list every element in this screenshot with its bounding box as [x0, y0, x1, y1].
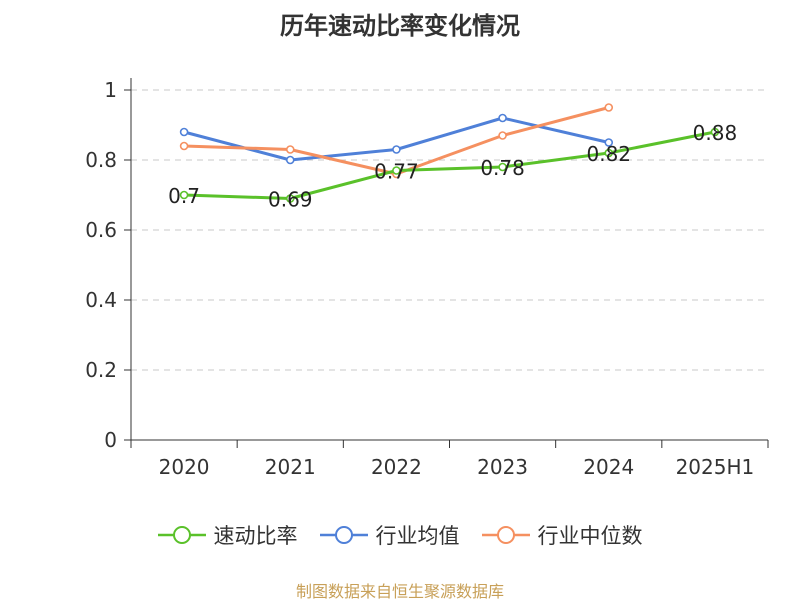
data-point — [179, 127, 189, 137]
legend-line-icon — [157, 526, 206, 544]
data-label: 0.69 — [268, 188, 313, 212]
data-label: 0.7 — [168, 184, 200, 208]
y-tick-label: 1 — [104, 78, 117, 102]
data-point — [710, 127, 720, 137]
legend-item: 行业中位数 — [481, 520, 643, 550]
data-point — [285, 155, 295, 165]
data-point — [179, 141, 189, 151]
chart-legend: 速动比率 行业均值 行业中位数 — [0, 520, 800, 550]
data-point — [498, 113, 507, 123]
data-label: 0.77 — [374, 160, 419, 184]
y-tick-label: 0.4 — [85, 288, 117, 312]
data-label: 0.88 — [693, 121, 738, 145]
legend-item: 行业均值 — [319, 520, 460, 550]
data-point — [285, 145, 295, 154]
data-point — [179, 190, 189, 200]
data-point — [285, 194, 295, 203]
y-tick-label: 0.8 — [85, 148, 117, 172]
data-point — [604, 103, 614, 112]
legend-label: 行业中位数 — [537, 524, 643, 548]
legend-label: 行业均值 — [375, 524, 460, 548]
legend-item: 速动比率 — [157, 520, 298, 550]
data-point — [604, 148, 614, 158]
legend-label: 速动比率 — [213, 524, 298, 548]
chart-title: 历年速动比率变化情况 — [280, 12, 520, 40]
data-point — [392, 166, 401, 175]
line-chart: 0 0.2 0.4 0.6 0.8 1 2020 2021 2022 2023 2024 2025H1… — [85, 78, 769, 479]
y-tick-label: 0.2 — [85, 358, 117, 382]
x-tick-label: 2021 — [265, 455, 316, 479]
y-tick-label: 0.6 — [85, 218, 117, 242]
data-point — [498, 131, 507, 140]
source-note: 制图数据来自恒生聚源数据库 — [295, 582, 504, 601]
y-tick-label: 0 — [104, 428, 117, 452]
data-label: 0.78 — [480, 156, 525, 180]
x-tick-label: 2023 — [477, 455, 528, 479]
data-point — [498, 162, 507, 172]
x-tick-label: 2020 — [159, 455, 210, 479]
x-tick-label: 2025H1 — [676, 455, 755, 479]
legend-line-icon — [481, 526, 530, 544]
x-tick-label: 2022 — [371, 455, 422, 479]
x-tick-label: 2024 — [583, 455, 634, 479]
data-point — [604, 138, 614, 147]
data-point — [392, 145, 401, 154]
data-label: 0.82 — [586, 142, 631, 166]
legend-line-icon — [319, 526, 368, 544]
series-line — [184, 130, 716, 200]
